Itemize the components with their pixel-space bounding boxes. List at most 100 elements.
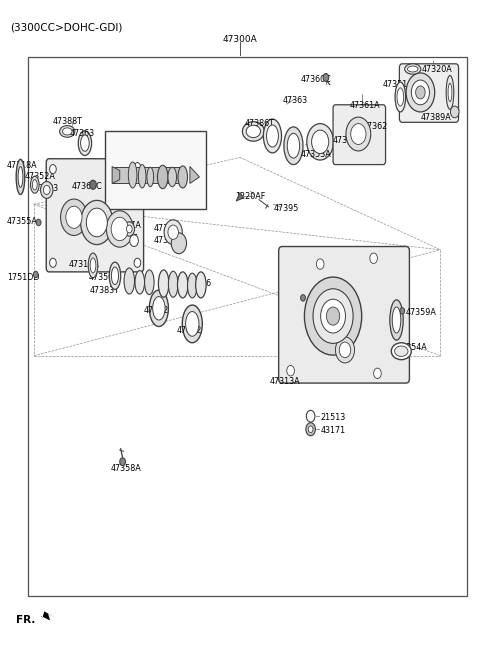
Text: 47383T: 47383T bbox=[90, 285, 120, 295]
Text: 47465: 47465 bbox=[114, 234, 139, 242]
Circle shape bbox=[126, 225, 132, 233]
Text: 47357A: 47357A bbox=[110, 221, 141, 231]
Text: 47363: 47363 bbox=[283, 96, 308, 104]
Ellipse shape bbox=[178, 166, 188, 188]
Circle shape bbox=[49, 165, 56, 174]
Circle shape bbox=[164, 220, 182, 245]
Text: 47364: 47364 bbox=[153, 224, 178, 233]
Ellipse shape bbox=[246, 125, 261, 138]
Circle shape bbox=[111, 217, 128, 241]
Ellipse shape bbox=[78, 131, 92, 155]
Text: 47395: 47395 bbox=[274, 204, 299, 213]
Text: 47360C: 47360C bbox=[301, 75, 332, 84]
Ellipse shape bbox=[16, 159, 25, 195]
Ellipse shape bbox=[448, 84, 452, 101]
Circle shape bbox=[346, 117, 371, 151]
Ellipse shape bbox=[397, 88, 404, 106]
Circle shape bbox=[34, 271, 38, 278]
Circle shape bbox=[300, 295, 305, 301]
Circle shape bbox=[134, 258, 141, 267]
Ellipse shape bbox=[90, 258, 96, 273]
Ellipse shape bbox=[128, 162, 137, 188]
Ellipse shape bbox=[264, 119, 281, 153]
Text: 1220AF: 1220AF bbox=[235, 192, 265, 201]
Ellipse shape bbox=[188, 273, 197, 298]
Circle shape bbox=[370, 253, 377, 263]
Ellipse shape bbox=[392, 307, 401, 333]
Circle shape bbox=[66, 206, 82, 229]
Ellipse shape bbox=[138, 165, 146, 188]
Ellipse shape bbox=[147, 167, 154, 187]
Ellipse shape bbox=[242, 121, 264, 141]
Circle shape bbox=[336, 337, 355, 363]
Text: 47320A: 47320A bbox=[421, 65, 452, 74]
Text: (3300CC>DOHC-GDI): (3300CC>DOHC-GDI) bbox=[10, 22, 122, 33]
Circle shape bbox=[43, 185, 50, 195]
FancyBboxPatch shape bbox=[279, 247, 409, 383]
Ellipse shape bbox=[266, 125, 278, 147]
Text: 47313A: 47313A bbox=[270, 377, 300, 386]
Circle shape bbox=[321, 299, 346, 333]
Text: 47350A: 47350A bbox=[88, 272, 119, 281]
Text: 47452: 47452 bbox=[177, 326, 203, 335]
Circle shape bbox=[306, 410, 315, 422]
Ellipse shape bbox=[88, 253, 98, 278]
Circle shape bbox=[312, 130, 329, 153]
Ellipse shape bbox=[135, 270, 144, 294]
Text: 47359A: 47359A bbox=[406, 308, 437, 317]
Text: 43171: 43171 bbox=[320, 426, 345, 435]
Ellipse shape bbox=[186, 311, 199, 336]
Text: 47318A: 47318A bbox=[7, 161, 38, 170]
Text: 47352A: 47352A bbox=[24, 172, 55, 182]
Circle shape bbox=[134, 163, 141, 172]
Ellipse shape bbox=[144, 270, 154, 295]
Polygon shape bbox=[112, 167, 120, 183]
Text: 47332: 47332 bbox=[144, 306, 169, 315]
Text: 47362: 47362 bbox=[363, 121, 388, 131]
Ellipse shape bbox=[157, 165, 168, 189]
Text: 47358A: 47358A bbox=[110, 464, 141, 473]
Circle shape bbox=[130, 235, 138, 247]
FancyBboxPatch shape bbox=[399, 64, 458, 122]
Ellipse shape bbox=[62, 128, 72, 135]
Circle shape bbox=[171, 233, 187, 253]
Polygon shape bbox=[40, 611, 55, 620]
Circle shape bbox=[416, 86, 425, 99]
Ellipse shape bbox=[168, 167, 177, 187]
Circle shape bbox=[306, 422, 315, 436]
Circle shape bbox=[351, 123, 366, 144]
Ellipse shape bbox=[395, 346, 408, 357]
Circle shape bbox=[304, 277, 362, 355]
Ellipse shape bbox=[390, 300, 403, 340]
Text: 47384T: 47384T bbox=[153, 236, 183, 245]
Polygon shape bbox=[236, 193, 244, 201]
Circle shape bbox=[168, 225, 179, 240]
Bar bbox=[106, 131, 205, 210]
Text: 47300A: 47300A bbox=[223, 35, 257, 44]
Ellipse shape bbox=[446, 76, 454, 109]
Bar bbox=[28, 57, 467, 596]
Text: 47366: 47366 bbox=[187, 279, 212, 288]
Text: 47351A: 47351A bbox=[382, 80, 413, 89]
Ellipse shape bbox=[287, 133, 300, 158]
Text: 47314A: 47314A bbox=[68, 260, 99, 268]
Text: 47383: 47383 bbox=[34, 184, 59, 193]
Ellipse shape bbox=[408, 66, 418, 72]
Text: 47354A: 47354A bbox=[396, 343, 427, 352]
Ellipse shape bbox=[395, 82, 406, 112]
Text: 47386T: 47386T bbox=[245, 119, 275, 128]
Ellipse shape bbox=[81, 135, 89, 151]
Circle shape bbox=[86, 208, 108, 237]
Circle shape bbox=[313, 289, 353, 343]
FancyBboxPatch shape bbox=[46, 159, 144, 272]
Text: 1751DD: 1751DD bbox=[7, 272, 40, 281]
Polygon shape bbox=[190, 167, 199, 183]
Ellipse shape bbox=[405, 64, 421, 74]
Ellipse shape bbox=[149, 290, 168, 326]
Circle shape bbox=[308, 426, 313, 432]
Ellipse shape bbox=[178, 272, 188, 298]
Text: 47360C: 47360C bbox=[72, 182, 103, 191]
Circle shape bbox=[307, 123, 334, 160]
Circle shape bbox=[406, 73, 435, 112]
Text: 21513: 21513 bbox=[320, 413, 346, 422]
